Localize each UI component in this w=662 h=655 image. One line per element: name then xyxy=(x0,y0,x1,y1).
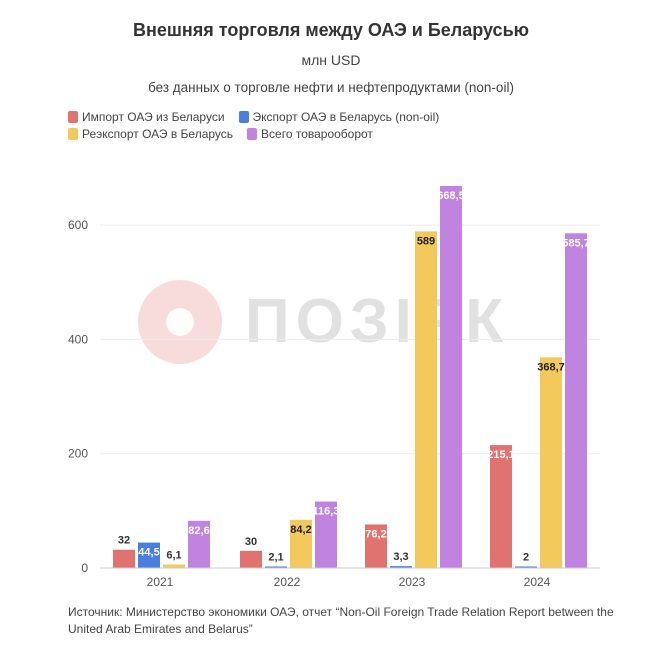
bar xyxy=(188,520,210,568)
watermark-logo-eye-icon xyxy=(166,308,194,336)
legend-item-reexport[interactable]: Реэкспорт ОАЭ в Беларусь xyxy=(68,127,233,141)
data-label: 30 xyxy=(245,536,257,548)
bar xyxy=(265,566,287,568)
legend-row: Реэкспорт ОАЭ в Беларусь Всего товарообо… xyxy=(68,127,608,141)
legend-swatch xyxy=(247,128,258,140)
bar xyxy=(113,549,135,568)
bar xyxy=(390,566,412,568)
y-tick-label: 600 xyxy=(68,218,88,232)
bar xyxy=(565,233,587,569)
legend-row: Импорт ОАЭ из Беларуси Экспорт ОАЭ в Бел… xyxy=(68,110,608,124)
chart-title: Внешняя торговля между ОАЭ и Беларусью xyxy=(133,20,529,40)
x-tick-label: 2021 xyxy=(147,575,174,589)
bar xyxy=(415,231,437,568)
data-label: 32 xyxy=(118,535,130,547)
y-tick-label: 400 xyxy=(68,332,88,346)
x-tick-label: 2023 xyxy=(399,575,426,589)
bar xyxy=(540,357,562,568)
legend-swatch xyxy=(68,128,78,140)
data-label: 585,7 xyxy=(562,237,590,249)
legend-swatch xyxy=(68,111,78,123)
data-label: 668,5 xyxy=(437,190,465,202)
x-tick-label: 2022 xyxy=(274,575,301,589)
data-label: 116,3 xyxy=(313,506,340,518)
legend-item-export[interactable]: Экспорт ОАЭ в Беларусь (non-oil) xyxy=(238,110,440,124)
data-label: 2 xyxy=(523,552,529,564)
data-label: 76,2 xyxy=(365,528,386,540)
data-label: 2,1 xyxy=(268,552,283,564)
data-label: 3,3 xyxy=(393,551,408,563)
legend-swatch xyxy=(238,111,249,123)
legend-label: Всего товарооборот xyxy=(261,127,373,141)
bar xyxy=(163,564,185,568)
data-label: 44,5 xyxy=(138,547,159,559)
data-label: 589 xyxy=(417,235,435,247)
legend: Импорт ОАЭ из Беларуси Экспорт ОАЭ в Бел… xyxy=(68,110,608,144)
bar xyxy=(440,186,462,568)
bar xyxy=(515,566,537,568)
chart-subtitle: млн USD xyxy=(301,52,361,68)
source-note: Источник: Министерство экономики ОАЭ, от… xyxy=(68,605,614,636)
bar xyxy=(490,445,512,568)
watermark-text: ПОЗІРК xyxy=(245,287,509,356)
data-label: 84,2 xyxy=(290,524,311,536)
bar xyxy=(240,550,262,568)
data-label: 82,6 xyxy=(188,525,209,537)
bar xyxy=(290,519,312,568)
y-tick-label: 0 xyxy=(81,561,88,575)
y-tick-label: 200 xyxy=(68,447,88,461)
legend-item-import[interactable]: Импорт ОАЭ из Беларуси xyxy=(68,110,225,124)
bar xyxy=(138,542,160,568)
x-tick-label: 2024 xyxy=(524,575,551,589)
data-label: 368,7 xyxy=(537,361,565,373)
bar xyxy=(315,501,337,568)
legend-label: Реэкспорт ОАЭ в Беларусь xyxy=(82,127,234,141)
legend-label: Экспорт ОАЭ в Беларусь (non-oil) xyxy=(252,110,440,124)
data-label: 215,1 xyxy=(487,449,515,461)
data-label: 6,1 xyxy=(166,550,181,562)
chart-subtitle-2: без данных о торговле нефти и нефтепроду… xyxy=(148,80,514,95)
legend-item-total[interactable]: Всего товарооборот xyxy=(247,127,373,141)
legend-label: Импорт ОАЭ из Беларуси xyxy=(82,110,225,124)
bar xyxy=(365,524,387,568)
